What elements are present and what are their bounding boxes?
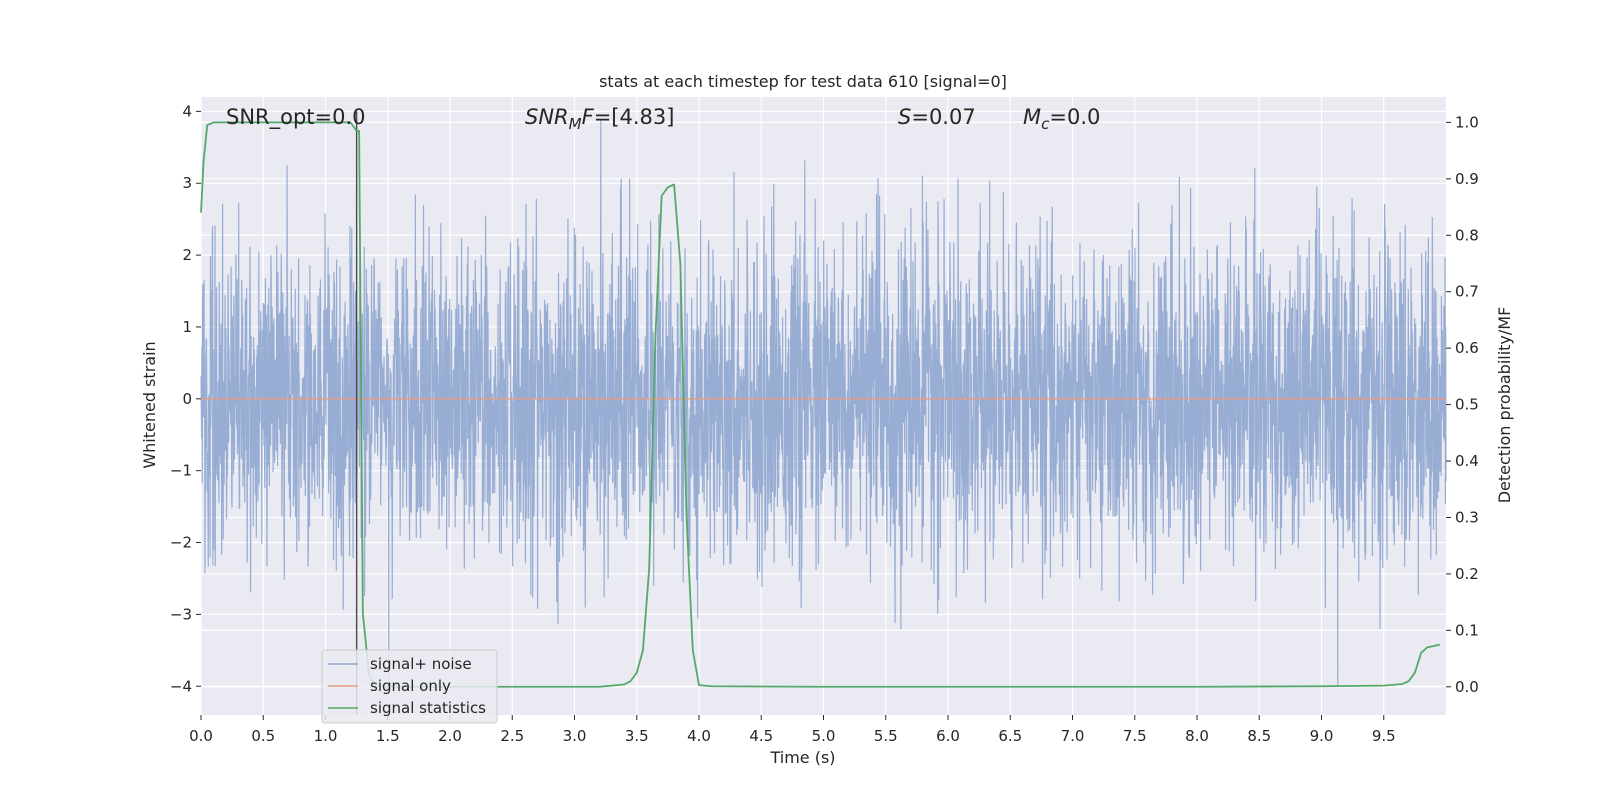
- x-tick-label: 4.5: [749, 727, 773, 745]
- y-tick-label-right: 0.6: [1455, 339, 1479, 357]
- signal-noise-line: [200, 118, 1447, 687]
- x-tick-label: 2.5: [500, 727, 524, 745]
- y-tick-label-left: 1: [182, 318, 192, 336]
- tick-labels: 0.0 0.5 1.0 1.5 2.0 2.5 3.0 3.5 4.0 4.5 5.0 5.5 6.0 6…: [170, 102, 1479, 745]
- annotation-mc: Mc=0.0: [1023, 105, 1100, 133]
- y-tick-label-right: 1.0: [1455, 113, 1479, 131]
- series-signal-noise: [200, 118, 1447, 687]
- y-tick-label-right: 0.1: [1455, 621, 1479, 639]
- legend-label-signal-only: signal only: [370, 677, 451, 695]
- x-tick-label: 7.5: [1123, 727, 1147, 745]
- x-tick-label: 9.5: [1372, 727, 1396, 745]
- x-axis-label: Time (s): [769, 748, 835, 767]
- legend-label-signal-statistics: signal statistics: [370, 699, 486, 717]
- y-axis-label-right: Detection probability/MF: [1495, 307, 1514, 504]
- x-tick-label: 8.5: [1247, 727, 1271, 745]
- y-tick-label-right: 0.2: [1455, 565, 1479, 583]
- signal-statistics-line: [200, 121, 1441, 688]
- legend-label-signal-noise: signal+ noise: [370, 655, 472, 673]
- y-tick-label-left: 3: [182, 174, 192, 192]
- x-tick-label: 7.0: [1061, 727, 1085, 745]
- x-tick-label: 3.5: [625, 727, 649, 745]
- mc-sub: c: [1041, 115, 1050, 133]
- y-tick-label-right: 0.8: [1455, 226, 1479, 244]
- y-axis-label-left: Whitened strain: [140, 341, 159, 468]
- x-tick-label: 8.0: [1185, 727, 1209, 745]
- x-tick-label: 6.5: [998, 727, 1022, 745]
- x-tick-label: 2.0: [438, 727, 462, 745]
- snr-mf-value: =[4.83]: [594, 105, 675, 129]
- y-tick-label-right: 0.4: [1455, 452, 1479, 470]
- y-tick-label-left: −1: [170, 462, 192, 480]
- annotations: SNR_opt=0.0 SNRMF=[4.83] S=0.07 Mc=0.0: [226, 105, 1100, 133]
- y-tick-label-right: 0.0: [1455, 678, 1479, 696]
- y-tick-label-left: −4: [170, 677, 192, 695]
- y-tick-label-left: −3: [170, 605, 192, 623]
- legend: signal+ noise signal only signal statist…: [321, 649, 498, 724]
- y-tick-label-right: 0.3: [1455, 508, 1479, 526]
- x-tick-label: 5.5: [874, 727, 898, 745]
- y-tick-label-left: 0: [182, 390, 192, 408]
- y-tick-label-left: −2: [170, 534, 192, 552]
- x-tick-label: 3.0: [563, 727, 587, 745]
- snr-mf-sub: M: [569, 115, 582, 133]
- x-tick-label: 9.0: [1310, 727, 1334, 745]
- mc-label: M: [1023, 105, 1041, 129]
- snr-mf-rest: F: [582, 105, 595, 129]
- x-tick-label: 0.5: [251, 727, 275, 745]
- chart-title: stats at each timestep for test data 610…: [599, 72, 1007, 91]
- series-signal-statistics: [200, 121, 1441, 688]
- annotation-snr-mf: SNRMF=[4.83]: [525, 105, 674, 133]
- s-value: =0.07: [911, 105, 975, 129]
- snr-mf-base: SNR: [525, 105, 569, 129]
- x-tick-label: 0.0: [189, 727, 213, 745]
- y-tick-label-left: 4: [182, 102, 192, 120]
- s-label: S: [898, 105, 911, 129]
- y-tick-label-right: 0.5: [1455, 396, 1479, 414]
- annotation-s: S=0.07: [898, 105, 976, 129]
- legend-box: [321, 649, 498, 724]
- x-tick-label: 5.0: [812, 727, 836, 745]
- x-tick-label: 1.0: [314, 727, 338, 745]
- y-tick-label-right: 0.7: [1455, 283, 1479, 301]
- y-tick-label-right: 0.9: [1455, 170, 1479, 188]
- y-tick-label-left: 2: [182, 246, 192, 264]
- x-tick-label: 4.0: [687, 727, 711, 745]
- x-tick-label: 1.5: [376, 727, 400, 745]
- x-tick-label: 6.0: [936, 727, 960, 745]
- annotation-snr-opt: SNR_opt=0.0: [226, 105, 366, 130]
- mc-value: =0.0: [1049, 105, 1100, 129]
